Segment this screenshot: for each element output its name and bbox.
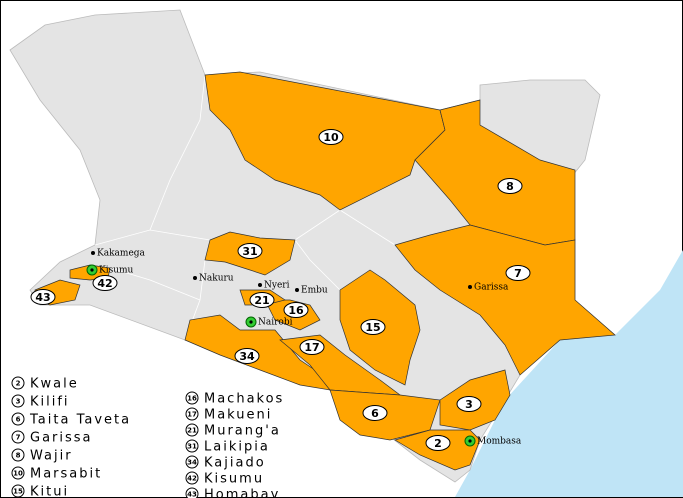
legend-badge [11,448,25,462]
legend-number: 3 [16,398,21,406]
sea [455,250,683,497]
label-badge [237,243,263,259]
legend-name: Kilifi [30,395,70,410]
county-label: 7 [514,267,522,280]
city-name: Embu [301,286,328,296]
county-label: 3 [465,398,473,411]
city-name: Mombasa [477,437,522,447]
legend-badge [11,394,25,408]
city-dot [258,283,262,287]
legend-name: Kisumu [204,472,264,487]
legend-badge [185,407,199,421]
legend-number: 43 [187,491,197,498]
legend-name: Marsabit [30,467,102,482]
city-dot [295,288,299,292]
county [394,224,616,376]
legend-badge [185,455,199,469]
legend-number: 2 [16,380,21,388]
legend-name: Kitui [30,485,69,498]
legend-badge [11,376,25,390]
legend-badge [185,471,199,485]
legend-number: 34 [187,459,197,467]
city-dot [249,320,253,324]
legend-number: 17 [187,411,197,419]
legend-badge [11,430,25,444]
label-badge [299,339,325,355]
label-badge [362,405,388,421]
city-name: Nakuru [199,274,234,284]
county-label: 8 [506,180,514,193]
legend-badge [185,439,199,453]
label-badge [92,275,118,291]
label-badge [30,289,56,305]
county-label: 10 [323,131,339,144]
legend-name: Garissa [30,431,93,446]
legend-name: Wajir [30,449,73,464]
legend-number: 15 [13,488,23,496]
county-label: 43 [35,291,50,304]
county-label: 17 [304,341,319,354]
legend-number: 31 [187,443,197,451]
city-name: Kakamega [97,249,146,259]
legend-name: Kwale [30,377,79,392]
legend-number: 8 [16,452,21,460]
label-badge [318,129,344,145]
legend-badge [11,484,25,498]
label-badge [234,348,260,364]
legend-badge [185,423,199,437]
label-badge [456,396,482,412]
legend-badge [11,412,25,426]
legend-number: 10 [13,470,23,478]
legend-name: Kajiado [204,456,266,471]
county-label: 15 [365,321,380,334]
label-badge [249,292,275,308]
city-name: Garissa [474,283,509,293]
legend-name: Machakos [204,392,284,407]
legend-number: 7 [16,434,21,442]
legend-number: 21 [187,427,197,435]
label-badge [425,435,451,451]
label-badge [283,302,309,318]
city-dot [90,268,94,272]
legend-number: 16 [187,395,197,403]
legend-name: Makueni [204,408,272,423]
city-dot [91,251,95,255]
county-label: 31 [242,245,257,258]
county-label: 2 [434,437,442,450]
legend-name: Murang'a [204,424,281,439]
city-dot [193,276,197,280]
city-name: Kisumu [99,266,134,276]
legend-name: Homabay [204,488,280,498]
label-badge [505,265,531,281]
county-label: 21 [254,294,269,307]
label-badge [360,319,386,335]
legend-badge [185,391,199,405]
city-name: Nyeri [264,281,290,291]
county-label: 42 [97,277,112,290]
legend-badge [185,487,199,498]
legend-badge [11,466,25,480]
county-label: 6 [371,407,379,420]
city-name: Nairobi [258,318,293,328]
legend-number: 6 [16,416,21,424]
city-dot [468,285,472,289]
legend-name: Laikipia [204,440,270,455]
legend-number: 42 [187,475,197,483]
county-label: 16 [288,304,304,317]
city-dot [468,439,472,443]
legend-name: Taita Taveta [29,413,131,428]
label-badge [497,178,523,194]
county-label: 34 [239,350,255,363]
